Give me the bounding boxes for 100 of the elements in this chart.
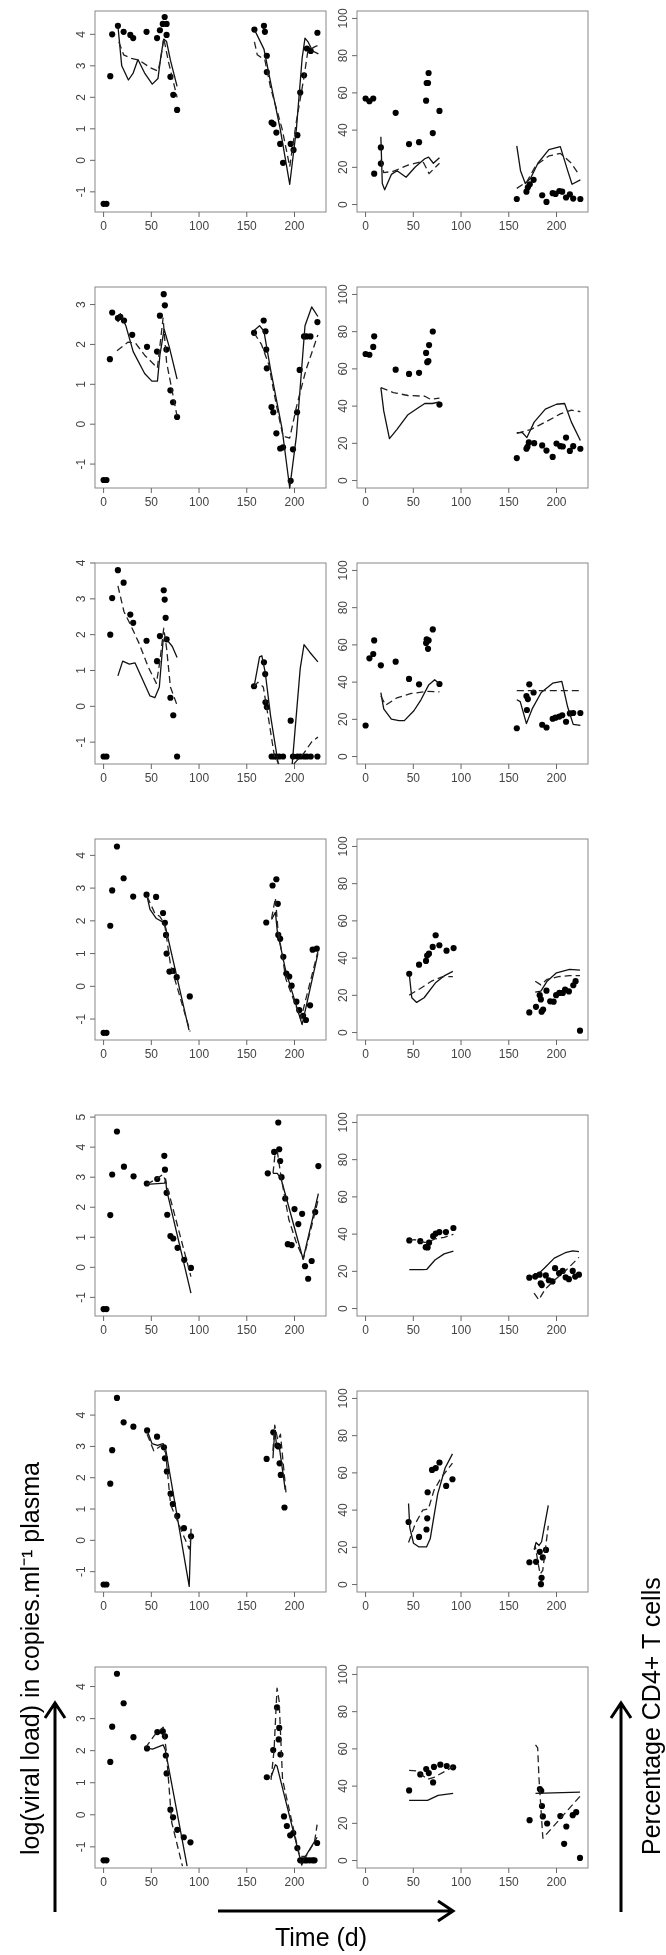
y-tick-label: 40 — [336, 123, 350, 137]
x-tick-label: 100 — [189, 1599, 210, 1613]
y-tick-label: 20 — [336, 712, 350, 727]
x-tick-label: 50 — [144, 1047, 159, 1061]
y-tick-label: 0 — [74, 1263, 88, 1271]
x-tick-label: 150 — [236, 771, 258, 785]
y-tick-label: 4 — [74, 1682, 88, 1690]
x-tick-label: 100 — [189, 1323, 210, 1337]
y-tick-label: 80 — [336, 1428, 350, 1443]
x-tick-label: 200 — [546, 1875, 567, 1889]
y-tick-label: 1 — [74, 125, 88, 133]
y-tick-label: 4 — [74, 559, 88, 567]
y-tick-label: 0 — [336, 1856, 350, 1864]
y-tick-label: -1 — [74, 1841, 88, 1853]
x-tick-label: 0 — [362, 771, 370, 785]
y-tick-label: 40 — [336, 675, 350, 689]
y-tick-label: 0 — [336, 752, 350, 760]
x-tick-label: 50 — [406, 219, 421, 233]
y-tick-label: 0 — [336, 1028, 350, 1036]
y-tick-label: 4 — [74, 1143, 88, 1151]
x-tick-label: 100 — [189, 1047, 210, 1061]
x-tick-label: 50 — [406, 495, 421, 509]
y-tick-label: 20 — [336, 1816, 350, 1831]
x-tick-label: 0 — [100, 1875, 108, 1889]
y-tick-label: 3 — [74, 884, 88, 892]
x-tick-label: 150 — [236, 1599, 258, 1613]
x-tick-label: 200 — [284, 219, 305, 233]
x-tick-label: 100 — [189, 1875, 210, 1889]
y-axis-title: Percentage CD4+ T cells — [637, 1577, 665, 1855]
x-tick-label: 100 — [451, 219, 472, 233]
x-tick-label: 100 — [189, 495, 210, 509]
y-tick-label: 40 — [336, 399, 350, 413]
y-tick-label: -1 — [74, 1565, 88, 1577]
y-axis-title: log(viral load) in copies.ml⁻¹ plasma — [16, 1462, 44, 1855]
y-tick-label: 1 — [74, 1779, 88, 1787]
y-tick-label: 40 — [336, 951, 350, 965]
y-tick-label: 5 — [74, 1113, 88, 1121]
y-tick-label: 0 — [74, 982, 88, 990]
x-tick-label: 200 — [546, 495, 567, 509]
x-tick-label: 150 — [498, 1875, 520, 1889]
x-tick-label: 50 — [144, 1875, 159, 1889]
y-tick-label: 0 — [74, 156, 88, 164]
x-tick-label: 200 — [284, 771, 305, 785]
y-tick-label: -1 — [74, 1291, 88, 1303]
x-tick-label: 0 — [100, 1323, 108, 1337]
x-tick-label: 0 — [362, 1875, 370, 1889]
x-tick-label: 0 — [362, 495, 370, 509]
y-tick-label: 60 — [336, 637, 350, 652]
y-tick-label: 0 — [336, 1580, 350, 1588]
x-tick-label: 150 — [236, 495, 258, 509]
x-tick-label: 50 — [406, 1047, 421, 1061]
x-tick-label: 150 — [236, 1047, 258, 1061]
y-tick-label: 2 — [74, 917, 88, 925]
y-tick-label: 100 — [336, 1388, 350, 1409]
x-tick-label: 0 — [362, 219, 370, 233]
y-tick-label: 60 — [336, 1741, 350, 1756]
y-tick-label: 0 — [74, 1536, 88, 1544]
x-tick-label: 150 — [498, 495, 520, 509]
x-tick-label: 0 — [362, 1599, 370, 1613]
x-tick-label: 0 — [100, 495, 108, 509]
x-tick-label: 200 — [284, 1875, 305, 1889]
y-tick-label: 20 — [336, 1264, 350, 1279]
y-tick-label: -1 — [74, 736, 88, 748]
y-tick-label: 80 — [336, 48, 350, 63]
y-tick-label: 100 — [336, 1664, 350, 1685]
y-tick-label: 100 — [336, 560, 350, 581]
y-tick-label: 1 — [74, 666, 88, 674]
y-tick-label: 3 — [74, 1714, 88, 1722]
x-tick-label: 100 — [451, 1599, 472, 1613]
y-tick-label: 40 — [336, 1227, 350, 1241]
x-tick-label: 200 — [546, 1047, 567, 1061]
y-tick-label: 100 — [336, 284, 350, 305]
y-tick-label: 60 — [336, 1465, 350, 1480]
x-tick-label: 200 — [284, 1047, 305, 1061]
x-tick-label: 200 — [546, 1323, 567, 1337]
y-tick-label: 4 — [74, 851, 88, 859]
x-tick-label: 50 — [406, 1323, 421, 1337]
y-tick-label: 4 — [74, 1411, 88, 1419]
y-tick-label: 0 — [74, 420, 88, 428]
y-tick-label: 2 — [74, 93, 88, 101]
x-tick-label: 50 — [406, 771, 421, 785]
y-tick-label: 80 — [336, 876, 350, 891]
y-tick-label: 80 — [336, 600, 350, 615]
x-tick-label: 150 — [498, 1047, 520, 1061]
y-tick-label: 2 — [74, 631, 88, 638]
y-tick-label: 1 — [74, 380, 88, 388]
x-tick-label: 200 — [546, 771, 567, 785]
x-tick-label: 200 — [546, 1599, 567, 1613]
y-tick-label: 2 — [74, 1203, 88, 1211]
x-tick-label: 200 — [284, 495, 305, 509]
y-tick-label: 3 — [74, 595, 88, 603]
y-tick-label: 60 — [336, 1189, 350, 1204]
x-tick-label: 100 — [451, 771, 472, 785]
y-tick-label: 80 — [336, 324, 350, 339]
x-tick-label: 100 — [189, 219, 210, 233]
y-tick-label: 3 — [74, 62, 88, 70]
y-tick-label: 4 — [74, 30, 88, 38]
y-tick-label: 1 — [74, 949, 88, 957]
y-tick-label: 80 — [336, 1152, 350, 1167]
x-tick-label: 100 — [451, 495, 472, 509]
